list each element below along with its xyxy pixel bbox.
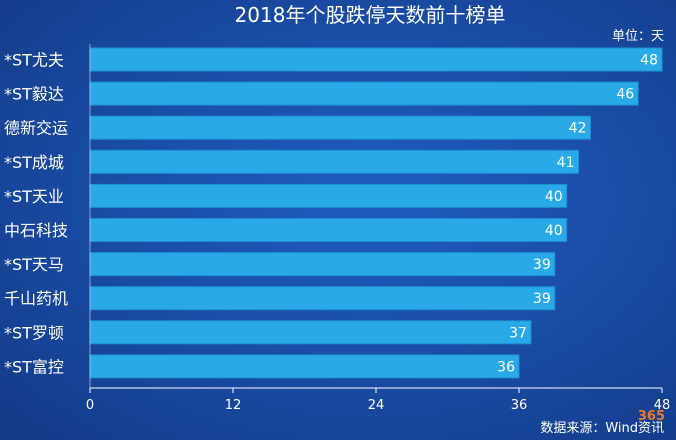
value-label: 40 (545, 223, 563, 239)
bar (89, 286, 556, 311)
bar (89, 218, 568, 242)
bar (89, 320, 532, 345)
category-label: *ST尤夫 (4, 51, 64, 70)
bar (89, 47, 663, 72)
chart-title: 2018年个股跌停天数前十榜单 (235, 3, 506, 27)
unit-label: 单位：天 (612, 29, 664, 44)
bars-layer: *ST尤夫 48 *ST毅达 46 德新交运 42 *ST成城 41 *ST天业 40 中石科技 40… (4, 47, 663, 379)
bar (89, 354, 520, 379)
category-label: 中石科技 (4, 221, 68, 240)
source-note: 数据来源：Wind资讯 (540, 421, 664, 436)
value-label: 39 (533, 291, 551, 307)
bar (89, 183, 568, 208)
watermark-365: 365 (638, 409, 665, 424)
category-label: *ST罗顿 (4, 323, 64, 342)
value-label: 39 (533, 257, 551, 273)
category-label: 德新交运 (4, 119, 68, 138)
x-tick-label: 36 (511, 398, 528, 413)
category-label: *ST毅达 (4, 85, 64, 104)
value-label: 48 (640, 53, 658, 69)
bar (89, 149, 580, 174)
category-label: *ST成城 (4, 153, 64, 172)
x-tick-label: 0 (86, 398, 94, 413)
bar (89, 115, 591, 140)
x-axis: 0 12 24 36 48 (86, 44, 670, 413)
x-tick-label: 48 (654, 398, 671, 413)
value-label: 36 (497, 359, 515, 375)
bar (89, 81, 639, 106)
value-label: 37 (509, 325, 527, 341)
value-label: 40 (545, 189, 563, 205)
bar (89, 252, 556, 277)
x-tick-label: 12 (225, 398, 242, 413)
value-label: 41 (557, 155, 575, 171)
value-label: 42 (569, 121, 587, 137)
x-tick-label: 24 (368, 398, 385, 413)
category-label: *ST天业 (4, 187, 64, 206)
category-label: *ST天马 (4, 255, 64, 274)
category-label: *ST富控 (4, 357, 64, 376)
value-label: 46 (616, 87, 634, 103)
category-label: 千山药机 (4, 289, 68, 308)
